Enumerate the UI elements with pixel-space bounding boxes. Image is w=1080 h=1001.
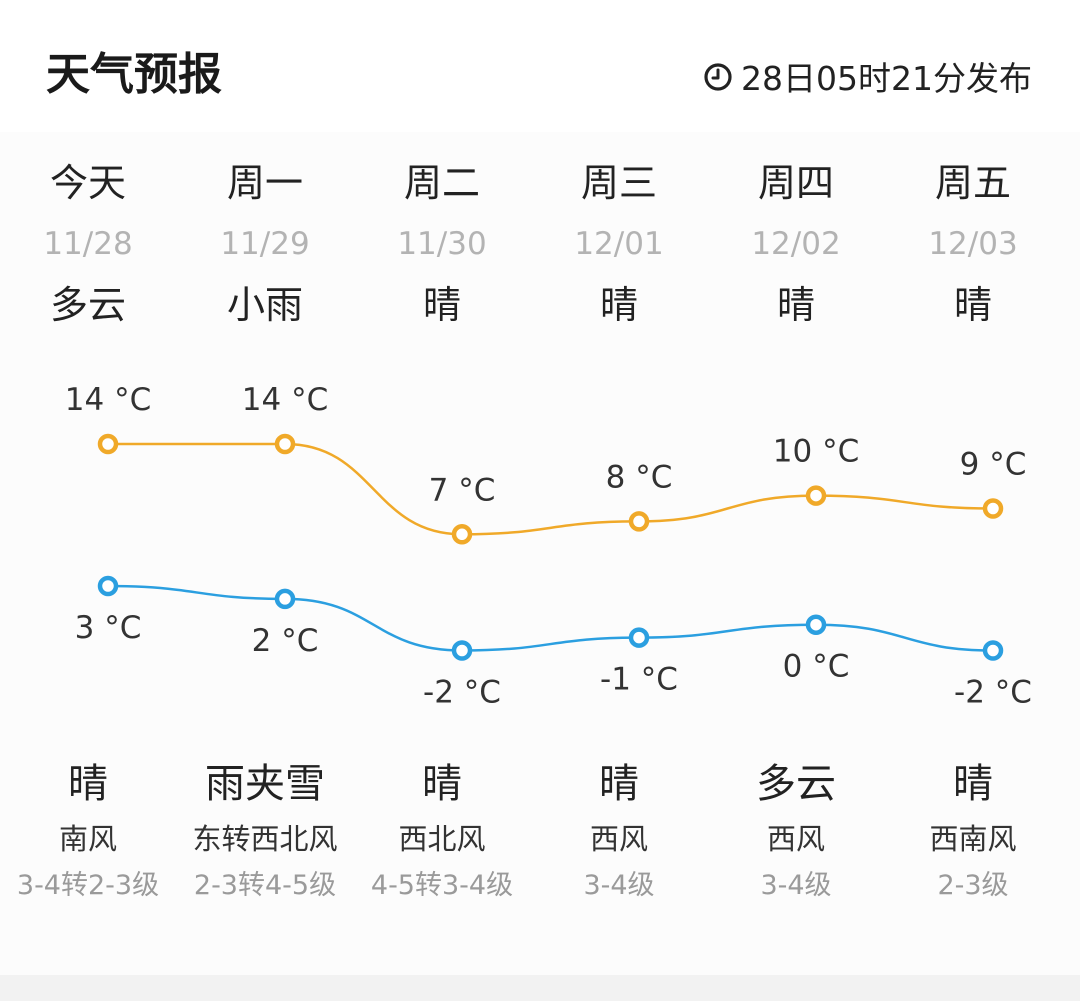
high-temp-point: [274, 433, 296, 455]
high-temp-label: 14 °C: [65, 382, 151, 418]
wind-level: 4-5转3-4级: [370, 870, 514, 901]
high-temp-point: [628, 511, 650, 532]
header: 天气预报 28日05时21分发布: [0, 0, 1080, 132]
day-date: 12/02: [751, 226, 841, 262]
high-temp-point: [805, 485, 827, 506]
wind-level: 3-4级: [583, 870, 655, 901]
high-temp-label: 7 °C: [429, 472, 496, 508]
high-temp-label: 9 °C: [960, 447, 1027, 483]
daytime-weather: 晴: [599, 283, 638, 327]
low-temp-label: -2 °C: [954, 675, 1032, 711]
low-temp-point: [97, 575, 119, 597]
forecast-day-column: 今天 11/28 多云 晴 南风 3-4转2-3级: [0, 132, 176, 975]
daytime-weather: 晴: [953, 283, 992, 327]
low-temp-label: 2 °C: [252, 623, 319, 659]
daytime-weather: 小雨: [226, 283, 303, 327]
low-temp-point: [274, 588, 296, 610]
wind-level: 3-4转2-3级: [16, 870, 160, 901]
day-name: 周五: [934, 161, 1011, 205]
publish-time: 28日05时21分发布: [703, 54, 1032, 98]
night-weather: 雨夹雪: [205, 761, 325, 807]
low-temp-point: [628, 627, 650, 648]
wind-level: 2-3级: [937, 870, 1009, 901]
low-temp-label: -2 °C: [423, 675, 501, 711]
high-temp-label: 8 °C: [606, 459, 673, 495]
day-name: 周一: [226, 161, 303, 205]
day-date: 12/03: [928, 226, 1018, 262]
night-weather: 晴: [422, 761, 462, 807]
high-temp-point: [451, 524, 473, 545]
high-temp-label: 10 °C: [773, 434, 859, 470]
high-temp-label: 14 °C: [242, 382, 328, 418]
high-temp-point: [97, 433, 119, 455]
low-temp-point: [982, 640, 1004, 661]
low-temp-point: [805, 614, 827, 635]
day-date: 11/28: [43, 226, 133, 262]
publish-time-text: 28日05时21分发布: [741, 59, 1032, 98]
day-date: 12/01: [574, 226, 664, 262]
day-name: 今天: [49, 161, 126, 205]
high-temp-line: [107, 442, 994, 536]
low-temp-labels: 3 °C 2 °C -2 °C -1 °C 0 °C -2 °C: [75, 610, 1032, 711]
low-temp-label: 0 °C: [783, 649, 850, 685]
high-temp-labels: 14 °C 14 °C 7 °C 8 °C 10 °C 9 °C: [65, 382, 1027, 508]
footer-bar: [0, 975, 1080, 1001]
forecast-day-column: 周四 12/02 晴 多云 西风 3-4级: [708, 132, 884, 975]
day-date: 11/30: [397, 226, 487, 262]
low-temp-point: [451, 640, 473, 661]
wind-level: 3-4级: [760, 870, 832, 901]
forecast-day-column: 周三 12/01 晴 晴 西风 3-4级: [531, 132, 707, 975]
day-name: 周三: [580, 161, 657, 205]
wind-level: 2-3转4-5级: [193, 870, 337, 901]
high-temp-points: [97, 433, 1004, 545]
page-title: 天气预报: [46, 49, 222, 100]
wind-direction: 西南风: [929, 822, 1017, 856]
night-weather: 晴: [953, 761, 993, 807]
low-temp-line: [107, 584, 994, 652]
daytime-weather: 多云: [49, 283, 126, 327]
high-temp-point: [982, 498, 1004, 519]
temperature-chart: 14 °C 14 °C 7 °C 8 °C 10 °C 9 °C 3 °C 2 °C -2 °…: [65, 382, 1032, 711]
wind-direction: 东转西北风: [192, 822, 338, 856]
night-weather: 多云: [756, 761, 836, 807]
wind-direction: 西北风: [398, 822, 486, 856]
low-temp-label: -1 °C: [600, 662, 678, 698]
daytime-weather: 晴: [422, 283, 461, 327]
forecast-day-column: 周五 12/03 晴 晴 西南风 2-3级: [885, 132, 1061, 975]
night-weather: 晴: [599, 761, 639, 807]
night-weather: 晴: [68, 761, 108, 807]
wind-direction: 西风: [589, 822, 648, 856]
day-date: 11/29: [220, 226, 310, 262]
low-temp-label: 3 °C: [75, 610, 142, 646]
wind-direction: 南风: [58, 822, 117, 856]
low-temp-points: [97, 575, 1004, 661]
wind-direction: 西风: [766, 822, 825, 856]
forecast-day-column: 周一 11/29 小雨 雨夹雪 东转西北风 2-3转4-5级: [177, 132, 353, 975]
daytime-weather: 晴: [776, 283, 815, 327]
forecast-panel: 今天 11/28 多云 晴 南风 3-4转2-3级 周一 11/29 小雨 雨夹…: [0, 132, 1080, 975]
day-name: 周二: [403, 161, 480, 205]
day-name: 周四: [757, 161, 834, 205]
forecast-day-column: 周二 11/30 晴 晴 西北风 4-5转3-4级: [354, 132, 530, 975]
clock-icon: [703, 61, 733, 91]
